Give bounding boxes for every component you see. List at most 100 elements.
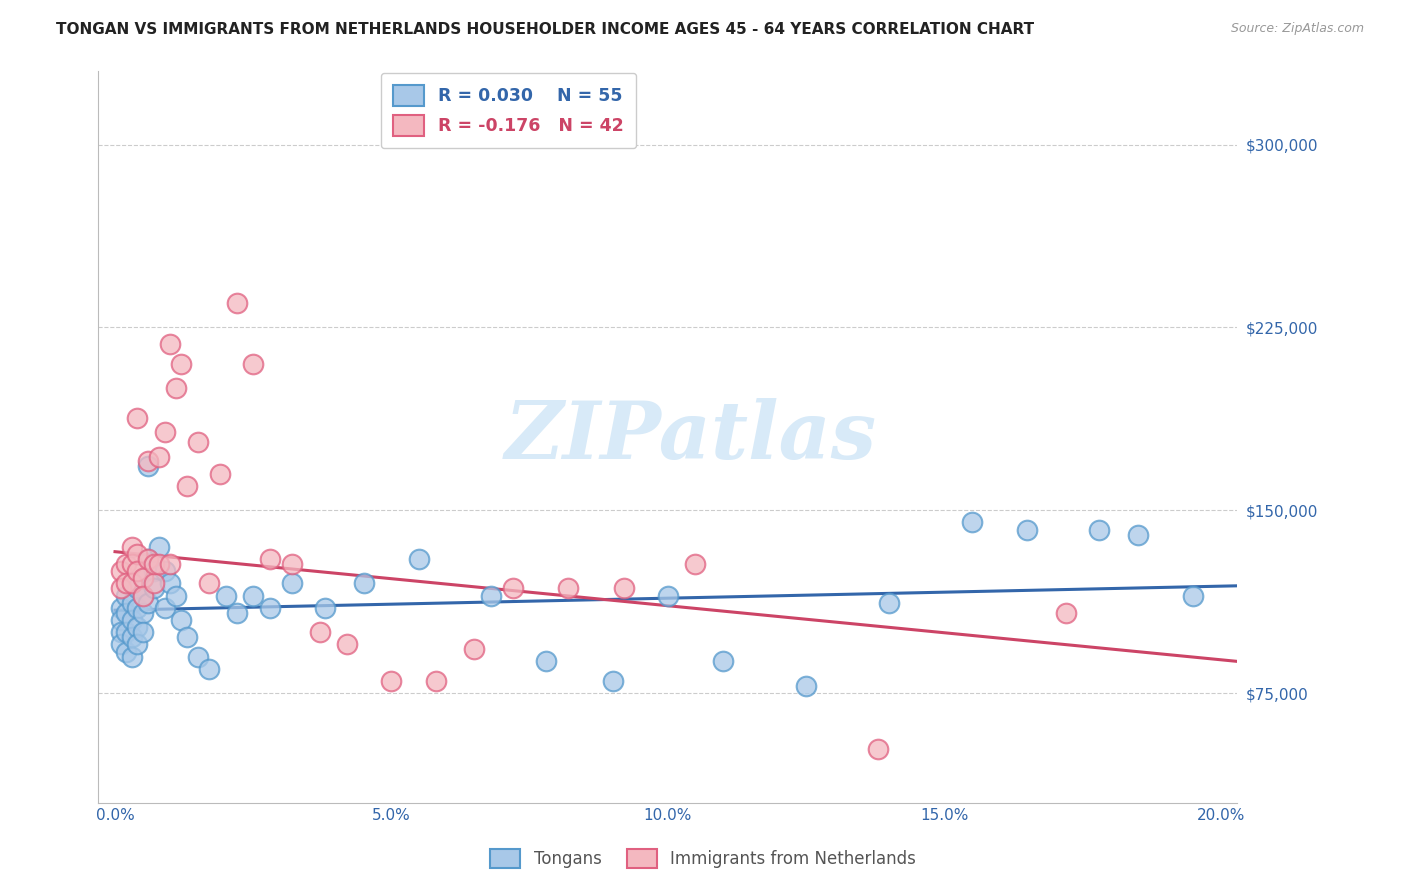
Point: [136, 596, 159, 610]
Point: [165, 381, 187, 395]
Point: [165, 589, 187, 603]
Point: [1088, 523, 1111, 537]
Point: [613, 581, 636, 595]
Point: [1182, 589, 1205, 603]
Point: [142, 581, 165, 595]
Point: [121, 540, 143, 554]
Point: [110, 581, 132, 595]
Point: [176, 630, 198, 644]
Point: [131, 606, 153, 620]
Point: [281, 576, 304, 591]
Point: [259, 600, 281, 615]
Point: [187, 649, 209, 664]
Point: [1017, 523, 1039, 537]
Point: [479, 589, 502, 603]
Point: [121, 649, 143, 664]
Point: [142, 576, 165, 591]
Point: [198, 576, 221, 591]
Text: TONGAN VS IMMIGRANTS FROM NETHERLANDS HOUSEHOLDER INCOME AGES 45 - 64 YEARS CORR: TONGAN VS IMMIGRANTS FROM NETHERLANDS HO…: [56, 22, 1035, 37]
Point: [127, 410, 149, 425]
Point: [159, 576, 181, 591]
Point: [142, 564, 165, 578]
Point: [960, 516, 983, 530]
Point: [281, 557, 304, 571]
Point: [153, 600, 176, 615]
Text: Source: ZipAtlas.com: Source: ZipAtlas.com: [1230, 22, 1364, 36]
Point: [136, 552, 159, 566]
Point: [557, 581, 579, 595]
Point: [153, 425, 176, 440]
Point: [711, 654, 734, 668]
Point: [353, 576, 375, 591]
Point: [794, 679, 817, 693]
Point: [127, 547, 149, 561]
Point: [1054, 606, 1077, 620]
Point: [198, 662, 221, 676]
Point: [170, 357, 193, 371]
Point: [110, 625, 132, 640]
Point: [408, 552, 430, 566]
Point: [121, 613, 143, 627]
Point: [115, 625, 138, 640]
Point: [110, 613, 132, 627]
Point: [259, 552, 281, 566]
Point: [136, 459, 159, 474]
Point: [127, 637, 149, 651]
Point: [502, 581, 524, 595]
Point: [127, 600, 149, 615]
Point: [336, 637, 359, 651]
Point: [127, 564, 149, 578]
Point: [121, 630, 143, 644]
Point: [534, 654, 557, 668]
Point: [121, 557, 143, 571]
Point: [176, 479, 198, 493]
Point: [314, 600, 336, 615]
Point: [380, 673, 402, 688]
Point: [308, 625, 330, 640]
Point: [159, 557, 181, 571]
Point: [115, 645, 138, 659]
Point: [127, 581, 149, 595]
Point: [159, 337, 181, 351]
Point: [866, 742, 889, 756]
Point: [242, 589, 264, 603]
Point: [214, 589, 236, 603]
Point: [136, 454, 159, 468]
Point: [131, 572, 153, 586]
Legend: Tongans, Immigrants from Netherlands: Tongans, Immigrants from Netherlands: [484, 842, 922, 875]
Point: [657, 589, 679, 603]
Point: [131, 572, 153, 586]
Point: [110, 600, 132, 615]
Point: [463, 642, 485, 657]
Point: [242, 357, 264, 371]
Point: [121, 576, 143, 591]
Point: [115, 589, 138, 603]
Point: [110, 564, 132, 578]
Point: [1126, 527, 1149, 541]
Point: [115, 576, 138, 591]
Point: [148, 557, 170, 571]
Point: [209, 467, 232, 481]
Point: [121, 596, 143, 610]
Point: [131, 589, 153, 603]
Point: [121, 576, 143, 591]
Point: [602, 673, 624, 688]
Legend: R = 0.030    N = 55, R = -0.176   N = 42: R = 0.030 N = 55, R = -0.176 N = 42: [381, 73, 636, 148]
Point: [877, 596, 900, 610]
Point: [225, 606, 247, 620]
Point: [148, 540, 170, 554]
Point: [110, 637, 132, 651]
Point: [170, 613, 193, 627]
Point: [136, 552, 159, 566]
Point: [148, 450, 170, 464]
Point: [115, 606, 138, 620]
Point: [131, 589, 153, 603]
Text: ZIPatlas: ZIPatlas: [505, 399, 877, 475]
Point: [425, 673, 447, 688]
Point: [153, 564, 176, 578]
Point: [131, 625, 153, 640]
Point: [127, 620, 149, 634]
Point: [115, 557, 138, 571]
Point: [685, 557, 707, 571]
Point: [225, 296, 247, 310]
